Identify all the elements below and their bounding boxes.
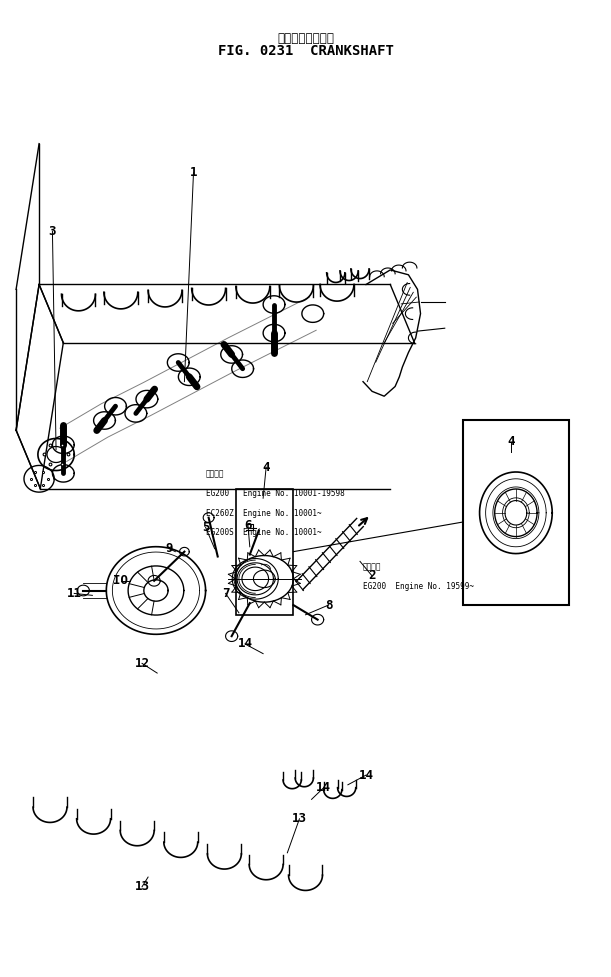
Bar: [463, 420, 569, 605]
Bar: [236, 488, 293, 615]
Text: 5: 5: [202, 521, 210, 533]
Text: 適用番号: 適用番号: [363, 562, 381, 572]
Text: FIG. 0231  CRANKSHAFT: FIG. 0231 CRANKSHAFT: [218, 44, 393, 59]
Text: EC260Z  Engine No. 10001~: EC260Z Engine No. 10001~: [206, 509, 321, 518]
Text: 3: 3: [49, 225, 56, 237]
Text: 9: 9: [166, 542, 173, 555]
Text: EG200   Engine No. 10001-19598: EG200 Engine No. 10001-19598: [206, 489, 345, 498]
Text: IO: IO: [113, 574, 128, 587]
Text: EG200  Engine No. 19599~: EG200 Engine No. 19599~: [363, 581, 474, 590]
Text: 7: 7: [222, 587, 229, 600]
Text: 4: 4: [262, 460, 270, 474]
Text: 11: 11: [67, 587, 82, 600]
Text: 13: 13: [134, 880, 150, 893]
Text: 6: 6: [244, 519, 252, 531]
Text: 適用番号: 適用番号: [206, 470, 224, 479]
Text: 4: 4: [508, 436, 515, 448]
Text: 14: 14: [359, 769, 373, 782]
Text: 2: 2: [368, 570, 376, 582]
Text: 8: 8: [325, 599, 332, 612]
Text: 12: 12: [134, 657, 150, 670]
Text: 13: 13: [292, 812, 307, 826]
Text: 1: 1: [190, 166, 197, 180]
Text: クランクシャフト: クランクシャフト: [277, 32, 334, 45]
Text: 14: 14: [238, 637, 252, 651]
Text: EG200S  Engine No. 10001~: EG200S Engine No. 10001~: [206, 529, 321, 537]
Text: 14: 14: [316, 782, 331, 794]
